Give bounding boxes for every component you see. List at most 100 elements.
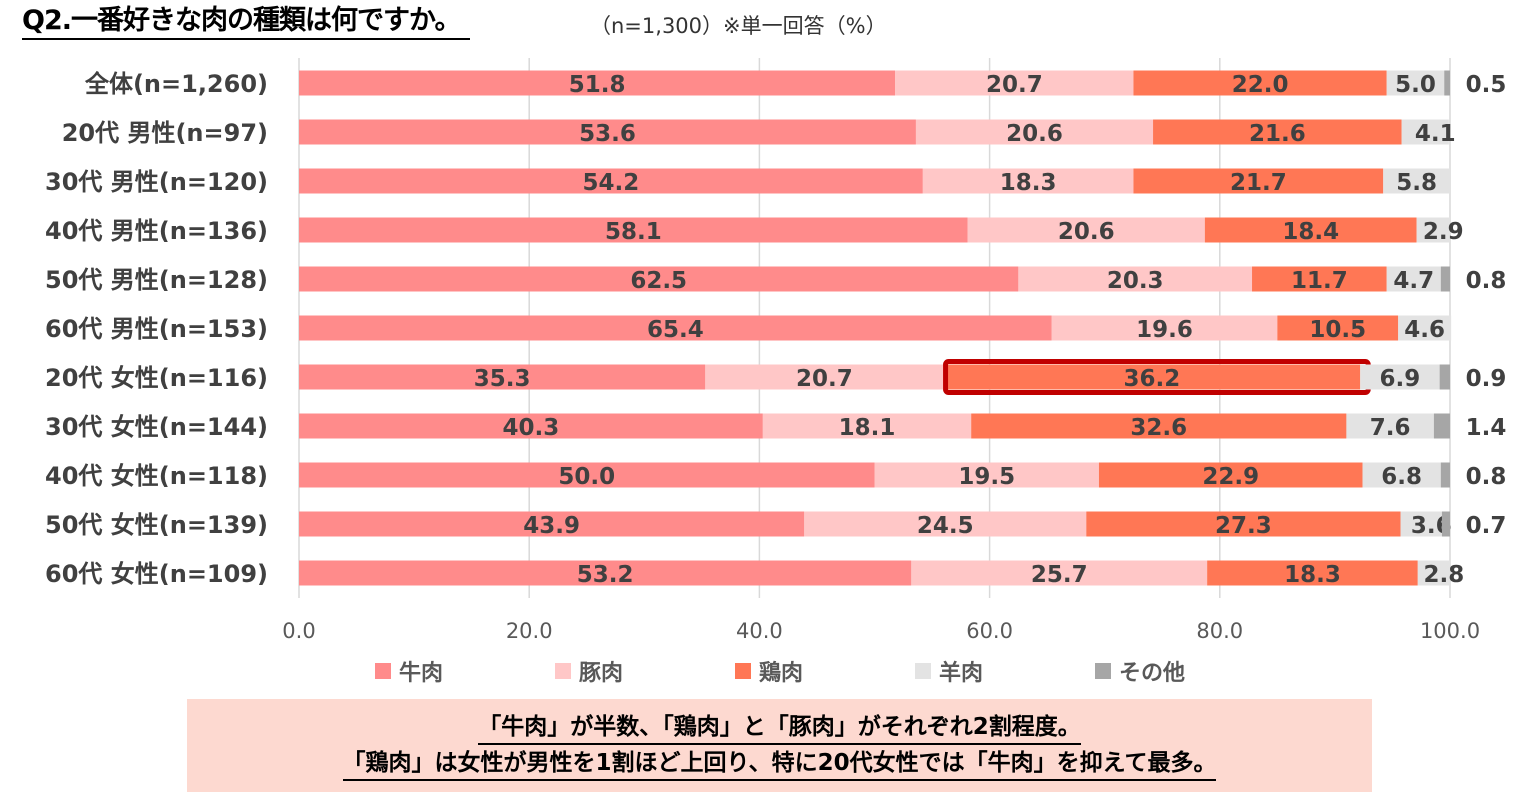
bar-segment	[1252, 266, 1387, 292]
bar-segment	[804, 511, 1087, 537]
data-label: 11.7	[1291, 268, 1348, 294]
data-label: 19.6	[1136, 317, 1193, 343]
bar-segment	[943, 364, 1361, 390]
data-label: 43.9	[523, 513, 580, 539]
data-label: 20.6	[1006, 121, 1063, 147]
bar-segment	[1439, 364, 1450, 390]
data-label: 53.2	[577, 562, 634, 588]
bar-segment	[1204, 217, 1417, 243]
data-label: 36.2	[1124, 366, 1181, 392]
data-label: 0.5	[1466, 72, 1507, 98]
legend-label: 牛肉	[399, 661, 444, 686]
data-label: 20.7	[986, 72, 1043, 98]
legend-item: 羊肉	[915, 655, 1095, 687]
bar-segment	[1086, 511, 1401, 537]
data-label: 19.5	[958, 464, 1015, 490]
data-label: 2.9	[1423, 219, 1464, 245]
x-tick-label: 80.0	[1196, 619, 1243, 643]
legend-label: 豚肉	[579, 661, 624, 686]
bar-segment	[1401, 119, 1449, 145]
note-line-1: 「牛肉」が半数、「鶏肉」と「豚肉」がそれぞれ2割程度。	[478, 711, 1081, 745]
bar-segment	[895, 70, 1134, 96]
data-label: 18.3	[1000, 170, 1057, 196]
data-label: 24.5	[917, 513, 974, 539]
stacked-bar-chart: 0.0 20.0 40.0 60.0 80.0 100.0 全体(n=1,260) 51.8 2…	[45, 58, 1507, 643]
bar-segment	[1018, 266, 1253, 292]
legend-label: その他	[1119, 661, 1186, 686]
bar-segment	[1207, 560, 1418, 586]
bar-segment	[1360, 364, 1440, 390]
legend-item: 豚肉	[555, 655, 735, 687]
bar-segment	[1398, 315, 1452, 341]
bar-segment	[1386, 70, 1445, 96]
data-label: 20.3	[1107, 268, 1164, 294]
legend: 牛肉 豚肉 鶏肉 羊肉 その他	[375, 655, 1275, 687]
data-label: 5.8	[1396, 170, 1437, 196]
data-label: 20.6	[1058, 219, 1115, 245]
data-label: 6.9	[1380, 366, 1421, 392]
data-label: 18.3	[1284, 562, 1341, 588]
legend-swatch	[555, 663, 571, 679]
bar-segment	[1416, 217, 1450, 243]
data-label: 32.6	[1130, 415, 1187, 441]
bar-segment	[299, 462, 875, 488]
bar-segment	[1362, 462, 1441, 488]
bar-segment	[971, 413, 1347, 439]
category-label: 50代 女性(n=139)	[45, 511, 268, 539]
data-label: 65.4	[647, 317, 704, 343]
bar-segment	[299, 70, 896, 96]
data-label: 1.4	[1466, 415, 1507, 441]
data-label: 4.1	[1415, 121, 1456, 147]
bar-segment	[874, 462, 1099, 488]
category-label: 全体(n=1,260)	[84, 70, 268, 98]
data-label: 7.6	[1370, 415, 1411, 441]
bar-segment	[299, 315, 1052, 341]
bar-segment	[1444, 70, 1450, 96]
bar-segment	[299, 266, 1019, 292]
bar-segment	[967, 217, 1205, 243]
legend-swatch	[735, 663, 751, 679]
category-label: 30代 男性(n=120)	[45, 168, 268, 196]
legend-label: 鶏肉	[759, 661, 804, 686]
category-label: 20代 男性(n=97)	[62, 119, 268, 147]
data-label: 54.2	[583, 170, 640, 196]
data-label: 25.7	[1031, 562, 1088, 588]
data-label: 51.8	[569, 72, 626, 98]
summary-note: 「牛肉」が半数、「鶏肉」と「豚肉」がそれぞれ2割程度。 「鶏肉」は女性が男性を1…	[187, 699, 1372, 792]
data-label: 53.6	[579, 121, 636, 147]
legend-swatch	[915, 663, 931, 679]
bar-segment	[1133, 70, 1387, 96]
category-label: 50代 男性(n=128)	[45, 266, 268, 294]
data-label: 10.5	[1309, 317, 1366, 343]
data-label: 50.0	[558, 464, 615, 490]
bar-segment	[915, 119, 1154, 145]
bar-segment	[1441, 511, 1450, 537]
data-label: 40.3	[503, 415, 560, 441]
bar-segment	[762, 413, 972, 439]
x-tick-label: 100.0	[1420, 619, 1480, 643]
legend-swatch	[1095, 663, 1111, 679]
bar-segment	[1440, 266, 1450, 292]
data-label: 0.8	[1466, 464, 1507, 490]
bar-segment	[1153, 119, 1402, 145]
bar-segment	[922, 168, 1134, 194]
bar-segment	[299, 511, 805, 537]
note-line-2: 「鶏肉」は女性が男性を1割ほど上回り、特に20代女性では「牛肉」を抑えて最多。	[342, 747, 1217, 781]
bar-segment	[1440, 462, 1450, 488]
category-label: 40代 男性(n=136)	[45, 217, 268, 245]
data-label: 62.5	[630, 268, 687, 294]
legend-item: 鶏肉	[735, 655, 915, 687]
data-label: 58.1	[605, 219, 662, 245]
bar-segment	[705, 364, 944, 390]
data-label: 0.9	[1466, 366, 1507, 392]
data-label: 20.7	[796, 366, 853, 392]
data-label: 5.0	[1395, 72, 1436, 98]
data-label: 18.1	[839, 415, 896, 441]
data-label: 4.7	[1393, 268, 1434, 294]
bar-segment	[1133, 168, 1384, 194]
data-label: 18.4	[1282, 219, 1339, 245]
bar-segment	[911, 560, 1208, 586]
data-label: 22.9	[1202, 464, 1259, 490]
data-label: 35.3	[474, 366, 531, 392]
x-tick-label: 40.0	[736, 619, 783, 643]
